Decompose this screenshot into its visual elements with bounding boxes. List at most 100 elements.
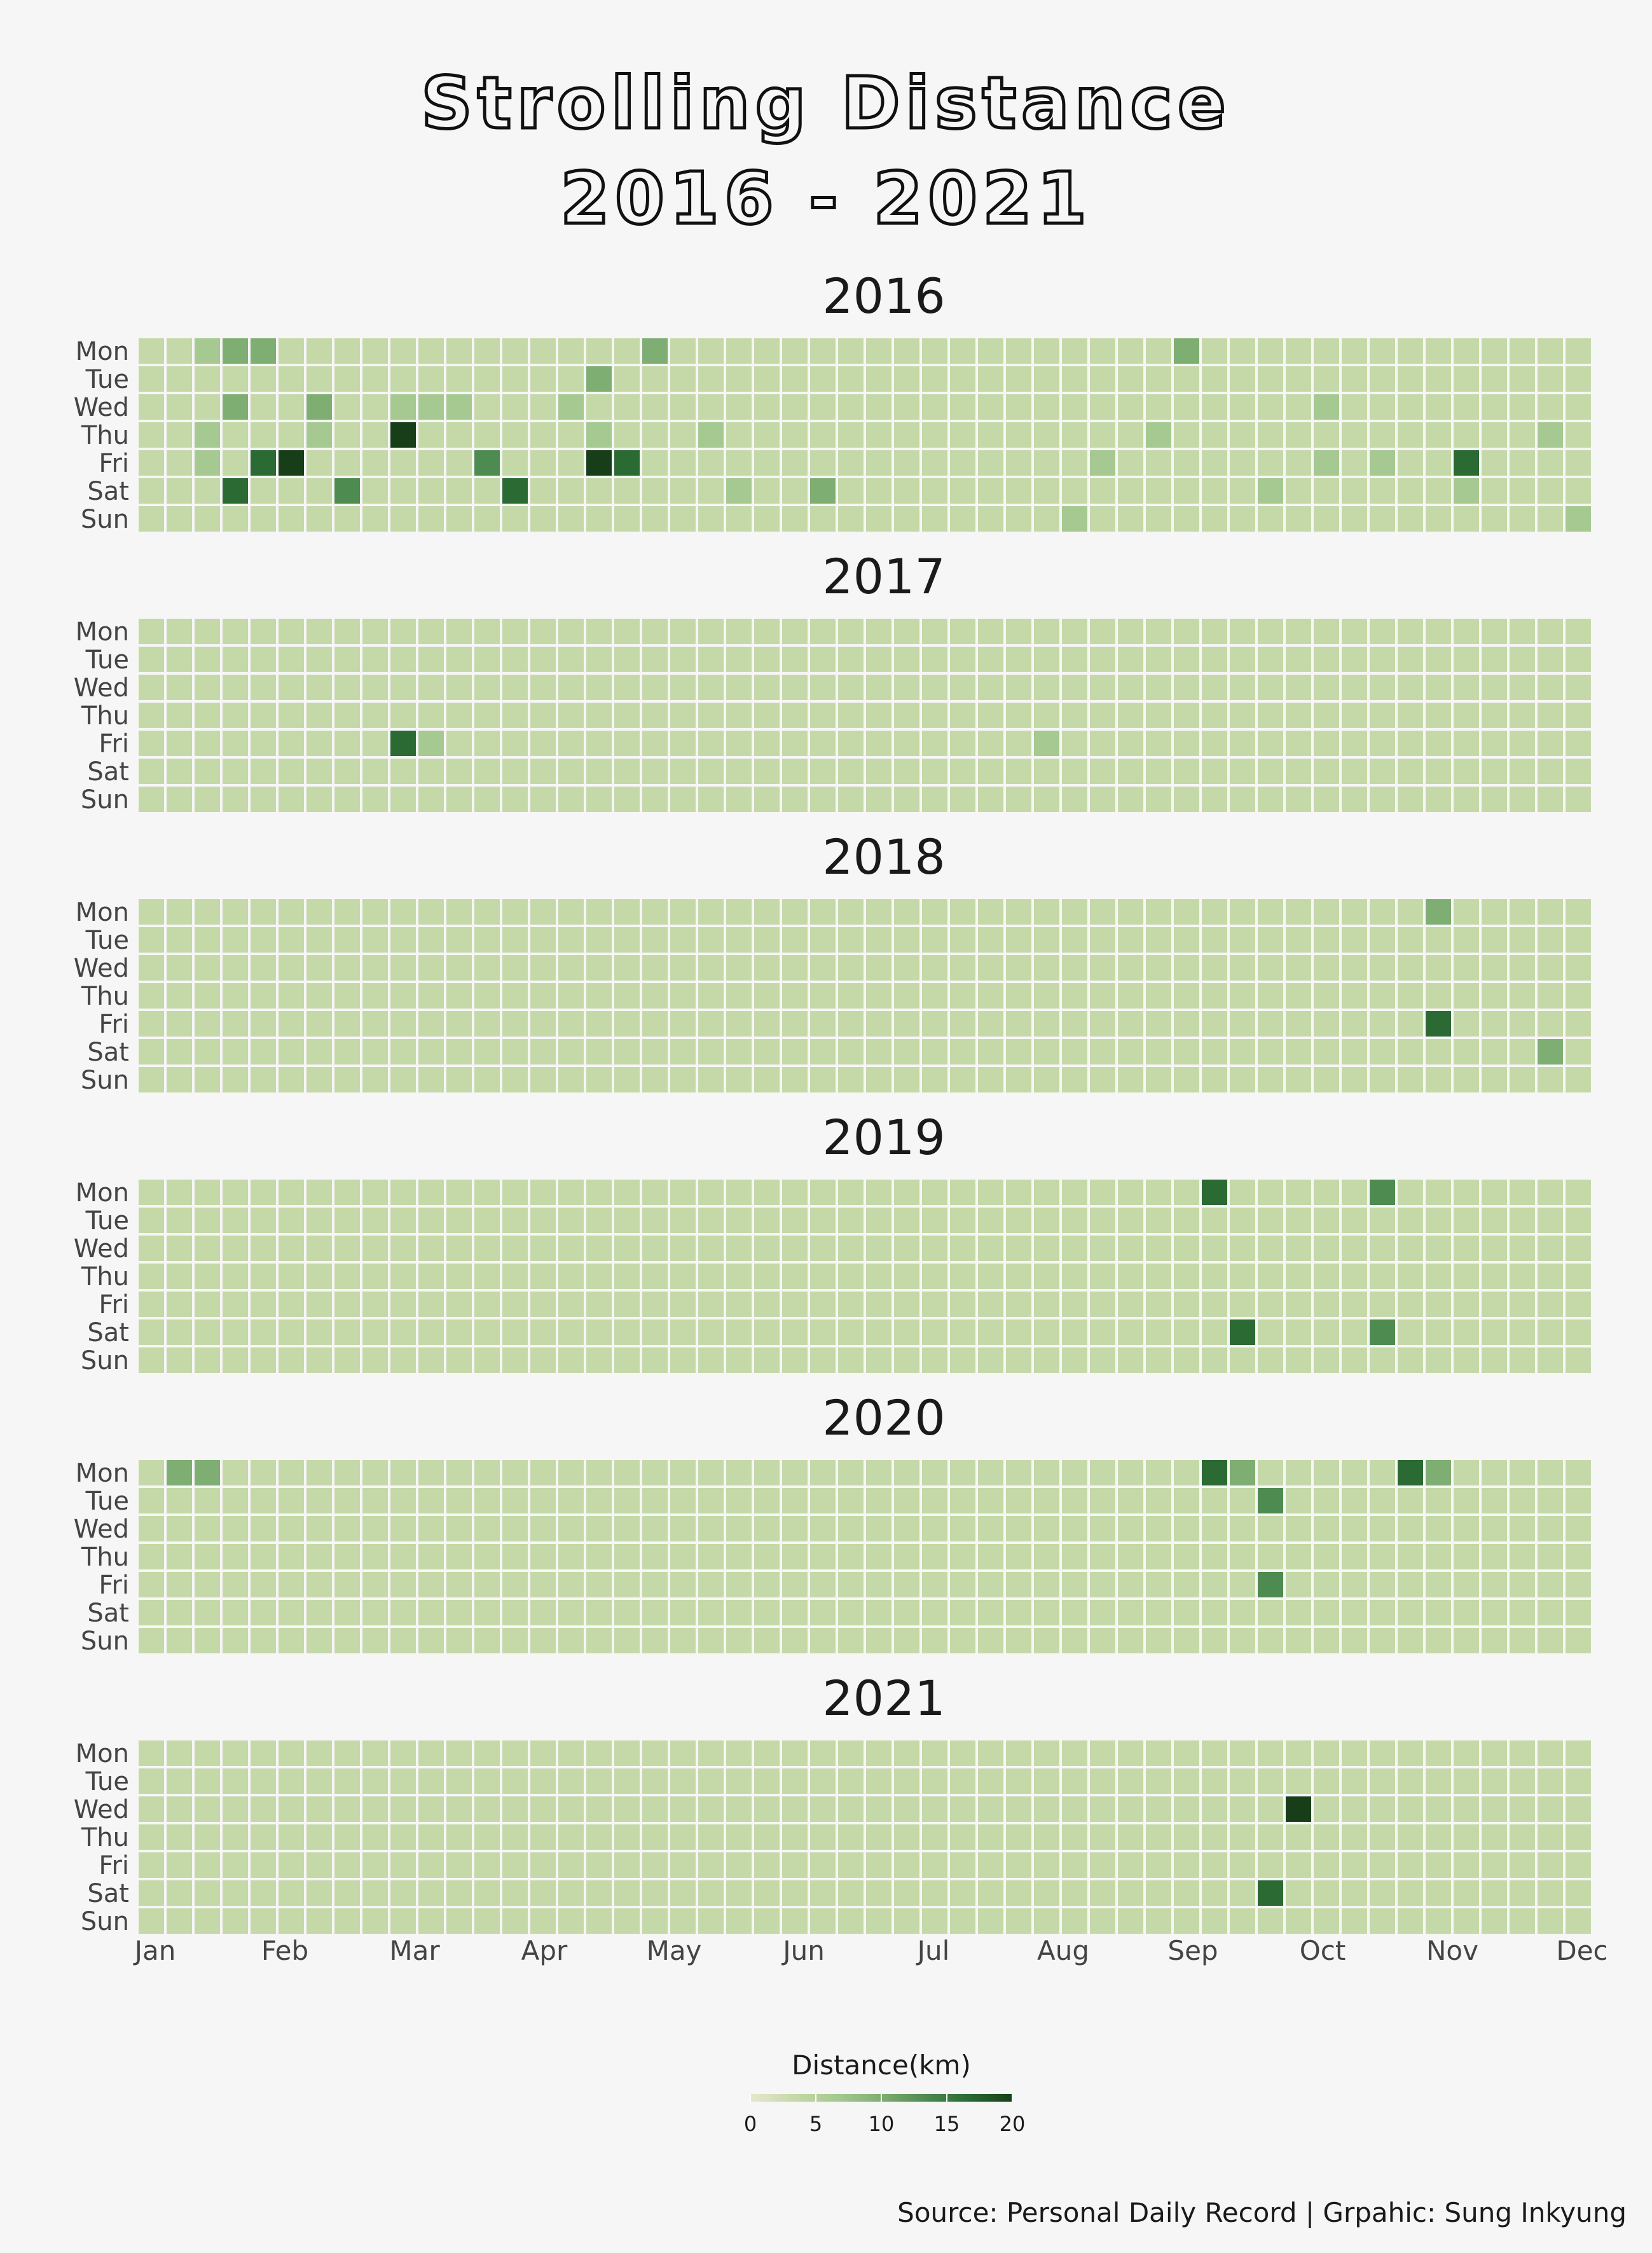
heatmap-cell bbox=[726, 1347, 752, 1373]
heatmap-cell bbox=[1062, 450, 1087, 476]
heatmap-cell bbox=[1174, 1347, 1199, 1373]
heatmap-cell bbox=[698, 394, 724, 420]
heatmap-cell bbox=[418, 1852, 444, 1878]
heatmap-cell bbox=[1426, 787, 1451, 812]
heatmap-cell bbox=[1258, 1880, 1283, 1906]
heatmap-cell bbox=[1454, 955, 1479, 981]
heatmap-cell bbox=[139, 1628, 164, 1653]
heatmap-cell bbox=[670, 1180, 696, 1205]
heatmap-cell bbox=[1342, 1600, 1367, 1625]
heatmap-cell bbox=[446, 927, 472, 953]
heatmap-cell bbox=[1398, 422, 1423, 448]
heatmap-cell bbox=[502, 1180, 528, 1205]
heatmap-cell bbox=[362, 1067, 388, 1092]
heatmap-cell bbox=[502, 1516, 528, 1541]
heatmap-cell bbox=[810, 787, 836, 812]
heatmap-cell bbox=[1538, 1319, 1563, 1345]
heatmap-cell bbox=[195, 1544, 220, 1569]
heatmap-cell bbox=[1482, 1488, 1507, 1513]
heatmap-cell bbox=[838, 759, 864, 784]
heatmap-cell bbox=[698, 731, 724, 756]
heatmap-cell bbox=[1202, 1067, 1227, 1092]
heatmap-cell bbox=[1510, 1908, 1535, 1934]
heatmap-cell bbox=[1006, 1488, 1031, 1513]
heatmap-cell bbox=[530, 1628, 556, 1653]
heatmap-cell bbox=[1454, 927, 1479, 953]
heatmap-cell bbox=[1426, 506, 1451, 532]
heatmap-cell bbox=[1118, 1011, 1143, 1037]
heatmap-cell bbox=[1258, 1824, 1283, 1850]
heatmap-cell bbox=[866, 675, 891, 700]
day-label: Sat bbox=[87, 757, 129, 787]
heatmap-cell bbox=[1202, 759, 1227, 784]
heatmap-cell bbox=[614, 1516, 640, 1541]
heatmap-cell bbox=[922, 1852, 947, 1878]
heatmap-cell bbox=[1174, 1180, 1199, 1205]
heatmap-cell bbox=[195, 759, 220, 784]
heatmap-cell bbox=[1566, 338, 1591, 364]
heatmap-cell bbox=[782, 675, 808, 700]
heatmap-cell bbox=[223, 338, 248, 364]
heatmap-cell bbox=[950, 394, 975, 420]
heatmap-cell bbox=[418, 619, 444, 644]
heatmap-cell bbox=[1118, 675, 1143, 700]
heatmap-cell bbox=[810, 1852, 836, 1878]
heatmap-cell bbox=[642, 1628, 668, 1653]
heatmap-cell bbox=[306, 1768, 332, 1794]
heatmap-cell bbox=[530, 955, 556, 981]
month-label: Jun bbox=[781, 1935, 825, 1966]
heatmap-cell bbox=[726, 787, 752, 812]
heatmap-cell bbox=[306, 927, 332, 953]
heatmap-cell bbox=[1286, 1544, 1311, 1569]
heatmap-cell bbox=[1398, 1544, 1423, 1569]
heatmap-cell bbox=[502, 703, 528, 728]
heatmap-cell bbox=[334, 675, 360, 700]
heatmap-cell bbox=[139, 394, 164, 420]
heatmap-cell bbox=[1230, 1796, 1255, 1822]
heatmap-cell bbox=[279, 1600, 304, 1625]
heatmap-cell bbox=[139, 759, 164, 784]
heatmap-cell bbox=[1006, 1600, 1031, 1625]
heatmap-cell bbox=[1062, 1880, 1087, 1906]
heatmap-cell bbox=[1258, 983, 1283, 1009]
heatmap-cell bbox=[1454, 1516, 1479, 1541]
heatmap-cell bbox=[1566, 1067, 1591, 1092]
heatmap-cell bbox=[1426, 422, 1451, 448]
heatmap-cell bbox=[1482, 1039, 1507, 1064]
page-title-line-2: 2016 - 2021 bbox=[559, 156, 1092, 242]
heatmap-cell bbox=[1342, 1852, 1367, 1878]
heatmap-cell bbox=[1314, 1880, 1339, 1906]
heatmap-cell bbox=[978, 1600, 1003, 1625]
heatmap-cell bbox=[1538, 338, 1563, 364]
heatmap-cell bbox=[1174, 927, 1199, 953]
heatmap-cell bbox=[1566, 1796, 1591, 1822]
heatmap-cell bbox=[1566, 1908, 1591, 1934]
heatmap-cell bbox=[1090, 759, 1115, 784]
heatmap-cell bbox=[390, 899, 416, 925]
heatmap-cell bbox=[334, 1460, 360, 1485]
heatmap-cell bbox=[1454, 1319, 1479, 1345]
heatmap-cell bbox=[1314, 731, 1339, 756]
heatmap-cell bbox=[698, 955, 724, 981]
heatmap-cell bbox=[1146, 1740, 1171, 1766]
heatmap-cell bbox=[838, 366, 864, 392]
heatmap-cell bbox=[1538, 506, 1563, 532]
heatmap-cell bbox=[530, 1460, 556, 1485]
heatmap-cell bbox=[390, 1011, 416, 1037]
day-label: Tue bbox=[85, 1487, 129, 1516]
heatmap-cell bbox=[279, 1319, 304, 1345]
heatmap-cell bbox=[446, 1292, 472, 1317]
heatmap-cell bbox=[642, 338, 668, 364]
heatmap-cell bbox=[950, 1880, 975, 1906]
heatmap-cell bbox=[139, 422, 164, 448]
heatmap-cell bbox=[390, 927, 416, 953]
heatmap-cell bbox=[334, 703, 360, 728]
heatmap-cell bbox=[1146, 1516, 1171, 1541]
heatmap-cell bbox=[726, 759, 752, 784]
heatmap-cell bbox=[558, 1600, 584, 1625]
heatmap-cell bbox=[558, 1824, 584, 1850]
heatmap-cell bbox=[1538, 1908, 1563, 1934]
heatmap-cell bbox=[1118, 1347, 1143, 1373]
heatmap-cell bbox=[1342, 1236, 1367, 1261]
day-label: Mon bbox=[76, 898, 129, 927]
